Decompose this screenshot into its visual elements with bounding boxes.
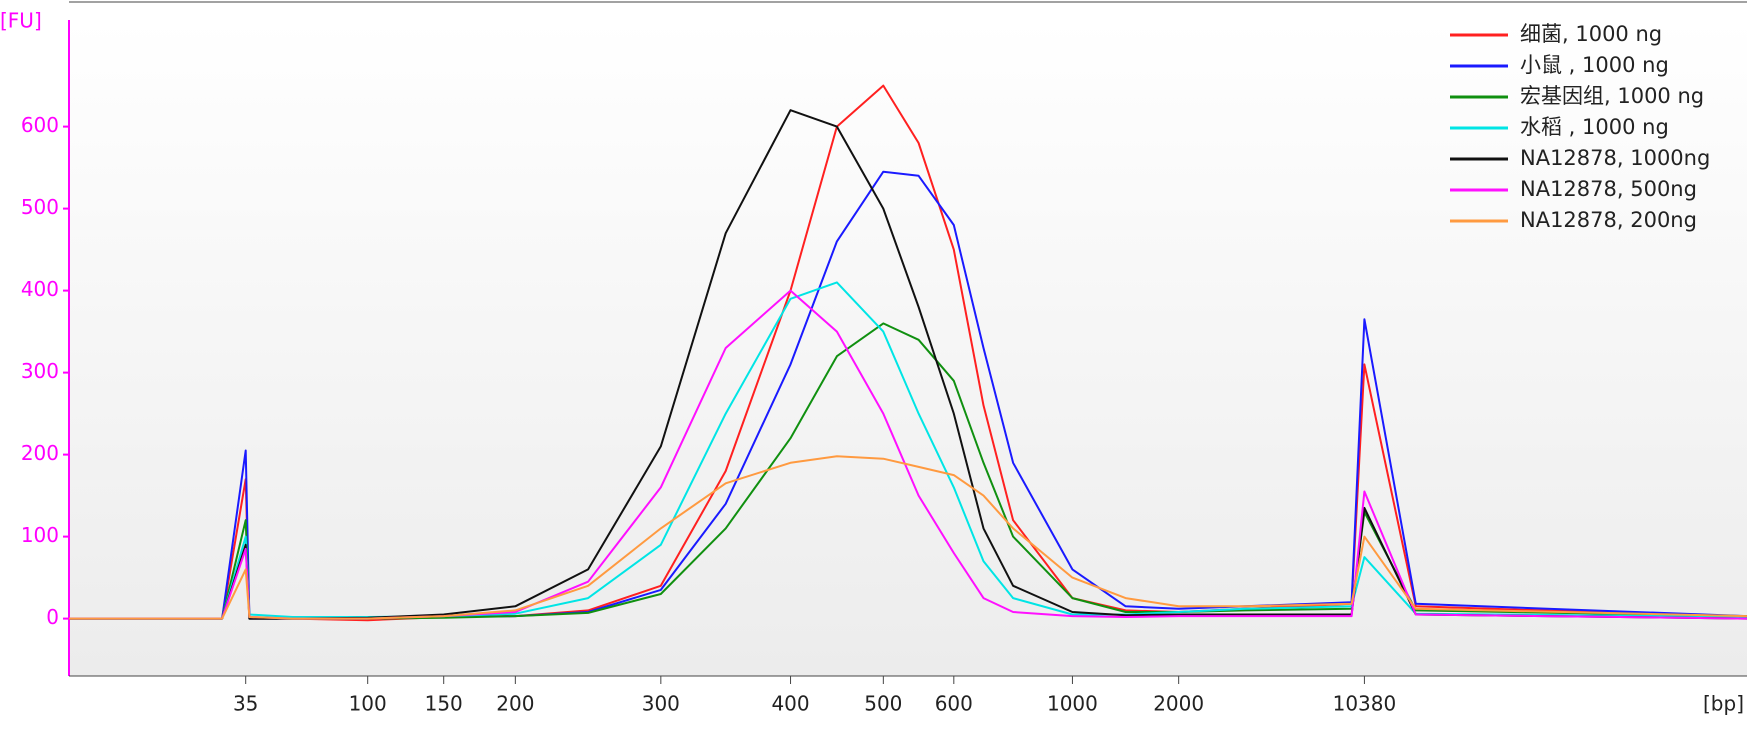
legend-label: NA12878, 1000ng bbox=[1520, 146, 1710, 170]
x-tick-label: 200 bbox=[496, 692, 534, 716]
legend-label: 小鼠 , 1000 ng bbox=[1520, 53, 1669, 77]
y-tick-label: 500 bbox=[21, 195, 59, 219]
x-tick-label: 500 bbox=[864, 692, 902, 716]
x-tick-label: 10380 bbox=[1333, 692, 1397, 716]
legend-label: 宏基因组, 1000 ng bbox=[1520, 84, 1704, 108]
x-tick-label: 35 bbox=[233, 692, 258, 716]
plot-area bbox=[69, 20, 1747, 676]
y-axis-label: [FU] bbox=[0, 9, 42, 33]
legend-label: NA12878, 200ng bbox=[1520, 208, 1697, 232]
y-tick-label: 400 bbox=[21, 277, 59, 301]
legend-label: 细菌, 1000 ng bbox=[1520, 22, 1662, 46]
x-tick-label: 600 bbox=[935, 692, 973, 716]
series-line bbox=[69, 455, 1748, 620]
y-tick-label: 0 bbox=[46, 605, 59, 629]
x-axis-label: [bp] bbox=[1703, 692, 1744, 716]
x-tick-label: 1000 bbox=[1047, 692, 1098, 716]
x-tick-label: 100 bbox=[349, 692, 387, 716]
x-tick-label: 400 bbox=[771, 692, 809, 716]
x-tick-label: 2000 bbox=[1153, 692, 1204, 716]
x-tick-label: 300 bbox=[642, 692, 680, 716]
y-tick-label: 200 bbox=[21, 441, 59, 465]
legend-label: NA12878, 500ng bbox=[1520, 177, 1697, 201]
y-tick-label: 300 bbox=[21, 359, 59, 383]
y-tick-label: 100 bbox=[21, 523, 59, 547]
x-tick-label: 150 bbox=[425, 692, 463, 716]
series-line bbox=[69, 281, 1748, 620]
y-tick-label: 600 bbox=[21, 113, 59, 137]
legend-label: 水稻 , 1000 ng bbox=[1520, 115, 1669, 139]
